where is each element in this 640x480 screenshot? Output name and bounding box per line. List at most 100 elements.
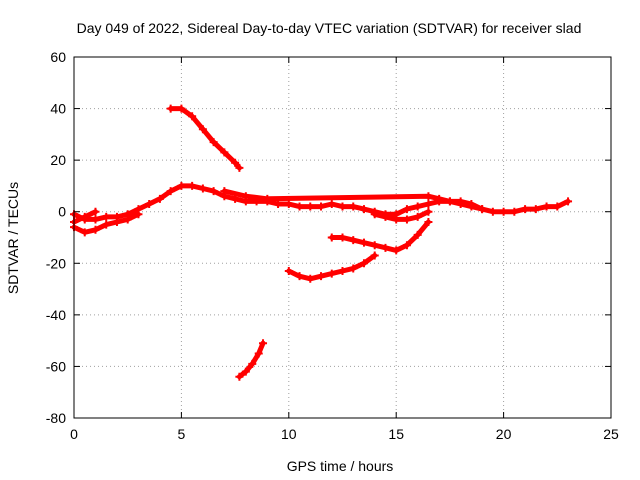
data-point (424, 192, 433, 201)
data-point (338, 202, 347, 211)
data-point (248, 359, 257, 368)
data-point (424, 199, 433, 208)
data-point (445, 197, 454, 206)
data-point (402, 241, 411, 250)
data-point (198, 125, 207, 134)
data-point (349, 202, 358, 211)
chart-title: Day 049 of 2022, Sidereal Day-to-day VTE… (77, 20, 582, 36)
data-point (521, 205, 530, 214)
data-point (413, 230, 422, 239)
series-line (168, 106, 242, 171)
data-point (424, 218, 433, 227)
y-tick-label: -80 (46, 410, 66, 426)
data-point (306, 274, 315, 283)
data-point (381, 212, 390, 221)
data-point (295, 202, 304, 211)
axis-ticks: 0 5 10 15 20 25 -80 -60 -40 -20 0 20 40 60 (46, 49, 619, 442)
x-tick-label: 10 (281, 426, 297, 442)
series-line (329, 219, 431, 253)
data-point (241, 192, 250, 201)
series-arc-deep-neg (235, 339, 268, 381)
data-point (413, 202, 422, 211)
data-point (284, 199, 293, 208)
y-tick-label: -60 (46, 358, 66, 374)
series-arc-low-neg (284, 251, 379, 283)
data-point (112, 218, 121, 227)
data-point (402, 215, 411, 224)
data-point (413, 212, 422, 221)
data-point (123, 215, 132, 224)
data-point (435, 194, 444, 203)
data-point (220, 187, 229, 196)
series-arc-late-bump (220, 187, 487, 214)
data-point (370, 251, 379, 260)
data-point (402, 205, 411, 214)
data-point (306, 202, 315, 211)
data-point (542, 202, 551, 211)
data-point (284, 267, 293, 276)
plot-frame (73, 56, 612, 419)
data-point (166, 104, 175, 113)
x-tick-label: 20 (496, 426, 512, 442)
x-tick-label: 25 (603, 426, 619, 442)
y-tick-label: 60 (50, 49, 66, 65)
data-point (145, 199, 154, 208)
data-point (254, 349, 263, 358)
data-point (235, 372, 244, 381)
data-point (80, 212, 89, 221)
series-arc-mid-neg (327, 218, 433, 255)
data-point (134, 210, 143, 219)
y-axis-label: SDTVAR / TECUs (5, 182, 21, 294)
data-point (188, 181, 197, 190)
series-arc-early-lower (70, 210, 143, 237)
data-point (166, 187, 175, 196)
data-point (359, 205, 368, 214)
data-point (80, 228, 89, 237)
grid (74, 57, 611, 418)
data-point (209, 187, 218, 196)
data-point (349, 236, 358, 245)
data-point (456, 197, 465, 206)
x-tick-label: 15 (388, 426, 404, 442)
x-tick-label: 0 (70, 426, 78, 442)
data-point (274, 199, 283, 208)
data-point (209, 138, 218, 147)
y-tick-label: 0 (58, 204, 66, 220)
series-arc-high (166, 104, 244, 172)
y-tick-label: -20 (46, 255, 66, 271)
data-point (359, 259, 368, 268)
data-series (70, 104, 573, 381)
data-point (467, 199, 476, 208)
data-point (259, 339, 268, 348)
data-point (510, 207, 519, 216)
data-point (349, 264, 358, 273)
data-point (564, 197, 573, 206)
data-point (231, 158, 240, 167)
data-point (338, 267, 347, 276)
data-point (478, 205, 487, 214)
data-point (177, 181, 186, 190)
series-arc-main-upper (70, 181, 573, 224)
data-point (317, 202, 326, 211)
series-arc-late-dip (370, 207, 433, 224)
data-point (241, 367, 250, 376)
data-point (155, 194, 164, 203)
data-point (392, 215, 401, 224)
data-point (188, 112, 197, 121)
data-point (91, 215, 100, 224)
data-point (531, 205, 540, 214)
data-point (381, 243, 390, 252)
data-point (488, 207, 497, 216)
data-point (553, 202, 562, 211)
data-point (295, 272, 304, 281)
data-point (177, 104, 186, 113)
data-point (327, 199, 336, 208)
x-axis-label: GPS time / hours (287, 458, 394, 474)
data-point (102, 212, 111, 221)
data-point (317, 272, 326, 281)
data-point (359, 238, 368, 247)
data-point (327, 233, 336, 242)
data-point (91, 207, 100, 216)
data-point (102, 220, 111, 229)
